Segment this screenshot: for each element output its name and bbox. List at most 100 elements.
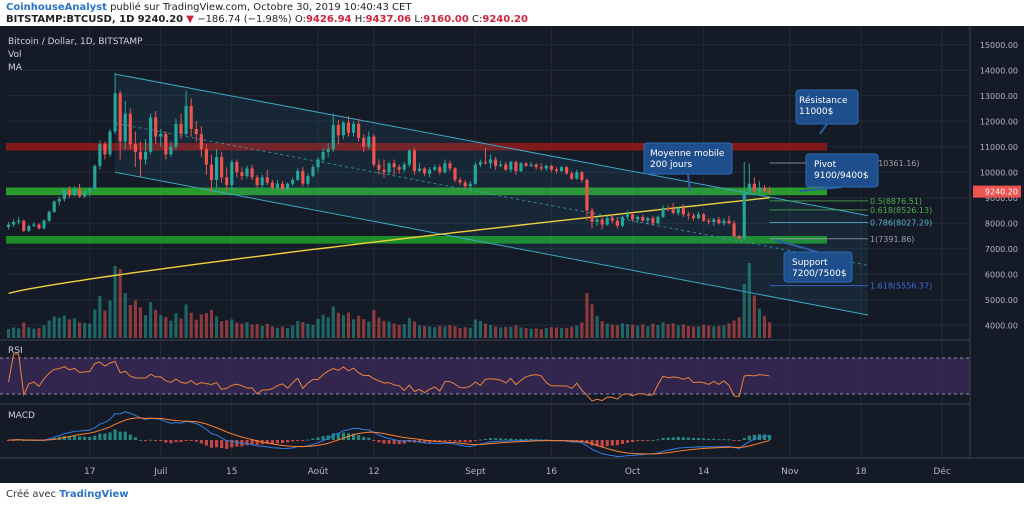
volume-bar	[189, 312, 193, 338]
volume-bar	[67, 319, 71, 338]
candle-body	[412, 150, 417, 171]
volume-bar	[372, 309, 376, 338]
legend-ma: MA	[8, 63, 23, 73]
macd-hist-bar	[286, 440, 290, 443]
macd-hist-bar	[250, 440, 254, 445]
candle-body	[575, 172, 579, 179]
volume-bar	[331, 306, 335, 338]
macd-hist-bar	[93, 435, 97, 440]
volume-bar	[762, 315, 767, 338]
volume-bar	[696, 326, 701, 338]
macd-title: MACD	[8, 411, 35, 421]
volume-bar	[194, 319, 198, 338]
volume-bar	[341, 315, 345, 338]
macd-hist-bar	[245, 440, 249, 446]
macd-hist-bar	[646, 440, 650, 441]
open-value: 9426.94	[305, 14, 352, 25]
macd-hist-bar	[154, 440, 158, 441]
callout-pointer	[774, 239, 819, 253]
candle-body	[83, 191, 87, 197]
macd-signal-line	[8, 417, 770, 455]
callout-text: Moyenne mobile	[650, 149, 725, 159]
candle-body	[651, 218, 655, 224]
candle-body	[423, 168, 427, 174]
volume-bar	[286, 328, 290, 338]
volume-bar	[143, 315, 148, 338]
macd-hist-bar	[199, 440, 203, 444]
volume-bar	[620, 323, 625, 338]
volume-bar	[636, 325, 640, 338]
y-tick-label: 5000.00	[985, 296, 1018, 305]
candle-body	[397, 167, 401, 170]
x-tick-label: 14	[698, 467, 710, 477]
volume-bar	[52, 316, 56, 338]
volume-bar	[57, 317, 61, 338]
macd-hist-bar	[362, 436, 366, 440]
last-price-label: 9240.20	[985, 188, 1018, 197]
candle-body	[103, 144, 107, 155]
volume-bar	[727, 323, 731, 338]
ma-line	[8, 197, 770, 295]
candle-body	[245, 168, 249, 177]
candle-body	[22, 220, 26, 231]
macd-hist-bar	[326, 435, 330, 440]
candle-body	[656, 216, 660, 224]
macd-hist-bar	[443, 440, 447, 442]
macd-hist-bar	[67, 436, 71, 440]
macd-hist-bar	[605, 440, 609, 447]
candle-body	[433, 167, 437, 170]
volume-bar	[590, 304, 594, 338]
candle-body	[164, 134, 168, 155]
volume-bar	[280, 326, 285, 338]
macd-hist-bar	[392, 440, 396, 444]
author-name[interactable]: CoinhouseAnalyst	[6, 2, 107, 13]
volume-bar	[631, 324, 635, 338]
macd-hist-bar	[128, 434, 132, 440]
candle-body	[220, 156, 224, 178]
callout-box	[805, 153, 879, 188]
y-tick-label: 7000.00	[985, 245, 1018, 254]
macd-hist-bar	[595, 440, 599, 447]
published-text: publié sur TradingView.com, Octobre 30, …	[110, 2, 412, 13]
candle-body	[717, 219, 721, 224]
candle-body	[392, 163, 396, 168]
x-tick-label: Juil	[153, 467, 167, 477]
macd-hist-bar	[235, 440, 239, 447]
candle-body	[752, 183, 756, 192]
trading-chart[interactable]: 1(10361.16) 0.5(8876.51)0.618(8526.13) 0.7…	[0, 26, 1024, 483]
y-tick-label: 9000.00	[985, 194, 1018, 203]
volume-bar	[580, 322, 584, 338]
macd-hist-bar	[169, 440, 173, 444]
candle-body	[341, 122, 345, 136]
volume-bar	[605, 323, 609, 338]
fib-label: 0.618(8526.13)	[870, 206, 932, 215]
candle-body	[615, 220, 619, 226]
macd-hist-bar	[184, 440, 188, 441]
macd-hist-bar	[600, 440, 604, 447]
volume-bar	[646, 326, 650, 338]
volume-bar	[123, 293, 127, 338]
candle-body	[265, 177, 269, 183]
macd-hist-bar	[666, 437, 670, 440]
candle-body	[113, 93, 117, 132]
macd-hist-bar	[402, 440, 406, 444]
macd-hist-bar	[143, 440, 148, 442]
macd-hist-bar	[270, 440, 274, 444]
volume-bar	[382, 320, 386, 338]
candle-body	[727, 220, 731, 224]
candle-body	[346, 122, 351, 133]
macd-hist-bar	[174, 440, 178, 443]
macd-hist-bar	[448, 440, 452, 441]
volume-bar	[301, 322, 305, 338]
candle-body	[32, 224, 36, 226]
rsi-band	[0, 358, 970, 394]
candle-body	[417, 168, 422, 171]
tradingview-logo[interactable]: TradingView	[59, 489, 129, 500]
volume-bar	[407, 317, 411, 338]
volume-bar	[539, 329, 543, 338]
volume-bar	[98, 296, 102, 338]
macd-hist-bar	[306, 439, 310, 441]
volume-bar	[702, 324, 706, 338]
macd-hist-bar	[590, 440, 594, 446]
callout-pointer	[799, 186, 843, 192]
